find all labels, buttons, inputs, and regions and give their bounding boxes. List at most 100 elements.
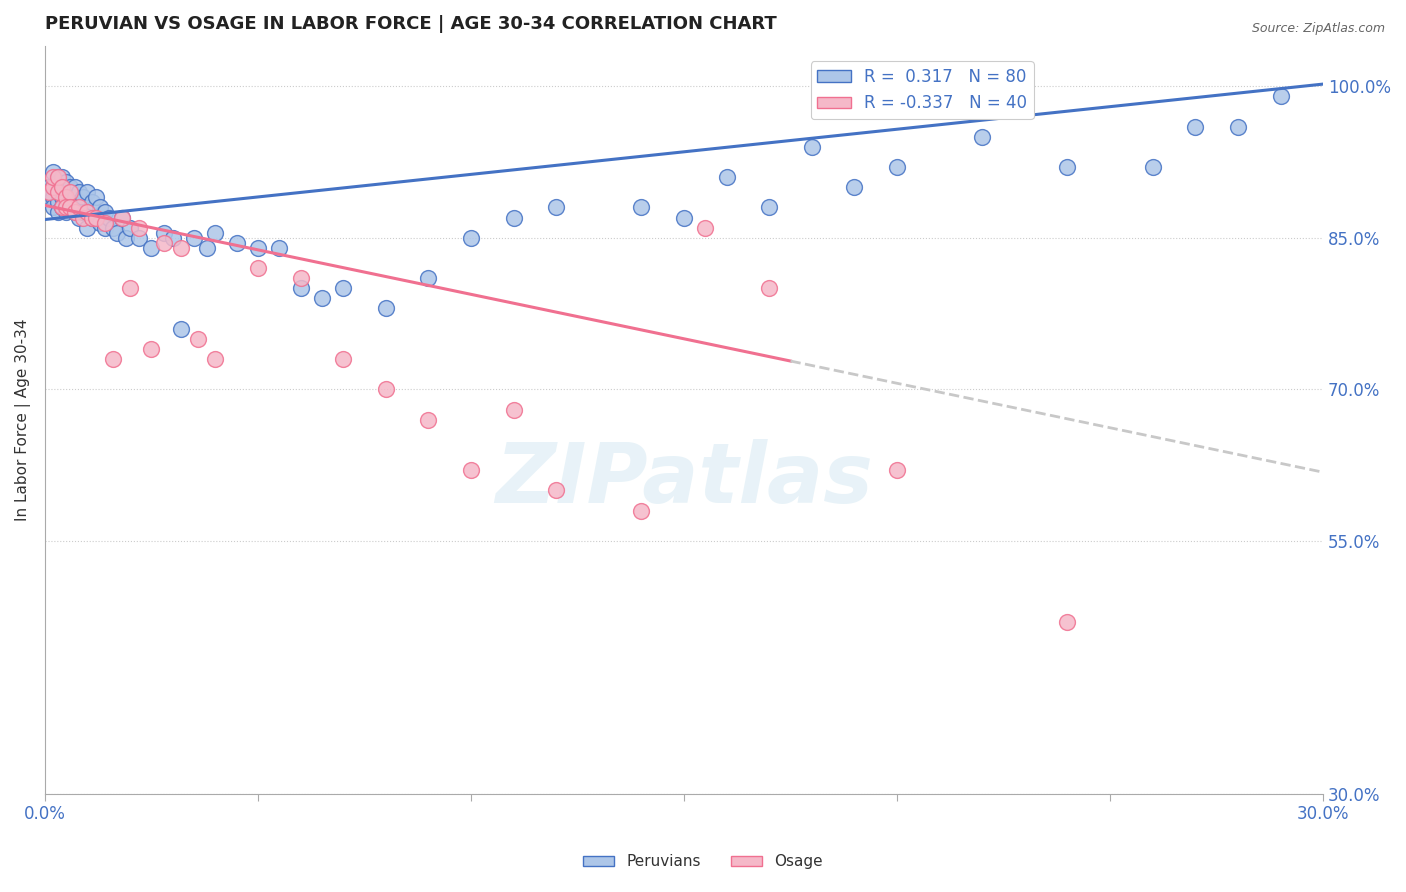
Text: Source: ZipAtlas.com: Source: ZipAtlas.com (1251, 22, 1385, 36)
Point (128, 220, 150, 235)
Point (672, 211, 695, 225)
Point (800, 140, 823, 154)
Point (46, 186, 69, 200)
Y-axis label: In Labor Force | Age 30-34: In Labor Force | Age 30-34 (15, 318, 31, 521)
Point (42, 180, 65, 194)
Point (332, 281, 354, 295)
Point (51, 180, 73, 194)
Point (80, 211, 103, 225)
Point (204, 226, 226, 240)
Point (1184, 120, 1206, 134)
Point (170, 241, 193, 255)
Point (72, 211, 94, 225)
Point (55, 175, 77, 189)
Point (1142, 160, 1164, 174)
Point (246, 261, 269, 276)
Point (1226, 120, 1249, 134)
Point (67, 186, 90, 200)
Point (89, 216, 111, 230)
Point (46, 186, 69, 200)
Point (80, 195, 103, 210)
Point (374, 301, 396, 316)
Point (84, 190, 107, 204)
Point (42, 190, 65, 204)
Point (93, 220, 115, 235)
Point (51, 201, 73, 215)
Point (80, 211, 103, 225)
Point (72, 205, 94, 219)
Point (630, 201, 652, 215)
Point (269, 241, 291, 255)
Text: PERUVIAN VS OSAGE IN LABOR FORCE | AGE 30-34 CORRELATION CHART: PERUVIAN VS OSAGE IN LABOR FORCE | AGE 3… (45, 15, 776, 33)
Point (51, 190, 73, 204)
Point (183, 231, 205, 245)
Point (63, 180, 86, 194)
Point (59, 186, 82, 200)
Point (55, 205, 77, 219)
Point (695, 220, 717, 235)
Point (141, 342, 163, 356)
Point (46, 175, 69, 189)
Point (115, 231, 138, 245)
Point (38, 190, 60, 204)
Point (546, 201, 568, 215)
Point (42, 165, 65, 179)
Point (51, 180, 73, 194)
Point (170, 321, 193, 335)
Point (110, 211, 132, 225)
Point (758, 201, 780, 215)
Point (84, 211, 107, 225)
Point (141, 241, 163, 255)
Point (59, 201, 82, 215)
Point (290, 281, 312, 295)
Point (110, 211, 132, 225)
Point (1056, 160, 1078, 174)
Point (84, 211, 107, 225)
Point (195, 241, 218, 255)
Point (460, 231, 482, 245)
Point (246, 241, 269, 255)
Point (546, 483, 568, 498)
Point (46, 170, 69, 185)
Point (46, 205, 69, 219)
Point (418, 271, 440, 285)
Point (101, 220, 124, 235)
Point (332, 351, 354, 366)
Point (76, 186, 98, 200)
Point (59, 180, 82, 194)
Point (97, 211, 120, 225)
Point (311, 291, 333, 305)
Point (418, 412, 440, 426)
Point (716, 170, 738, 185)
Point (758, 281, 780, 295)
Point (460, 463, 482, 477)
Point (502, 211, 524, 225)
Point (89, 201, 111, 215)
Point (153, 226, 176, 240)
Point (120, 281, 142, 295)
Point (162, 231, 184, 245)
Point (72, 190, 94, 204)
Point (153, 235, 176, 250)
Point (972, 129, 994, 144)
Point (46, 195, 69, 210)
Point (844, 180, 866, 194)
Point (55, 201, 77, 215)
Point (76, 220, 98, 235)
Point (63, 205, 86, 219)
Point (55, 195, 77, 210)
Point (63, 190, 86, 204)
Point (38, 186, 60, 200)
Point (76, 205, 98, 219)
Point (51, 201, 73, 215)
Point (187, 332, 209, 346)
Point (502, 402, 524, 417)
Point (1270, 89, 1292, 103)
Point (55, 186, 77, 200)
Point (101, 351, 124, 366)
Point (67, 211, 90, 225)
Point (59, 201, 82, 215)
Point (93, 216, 115, 230)
Point (67, 195, 90, 210)
Point (38, 186, 60, 200)
